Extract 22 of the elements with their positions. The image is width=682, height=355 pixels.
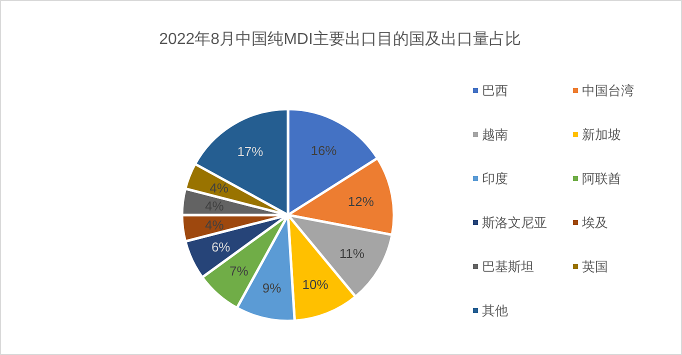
data-label: 6% xyxy=(211,240,231,255)
legend-label: 中国台湾 xyxy=(582,83,634,98)
data-label: 10% xyxy=(302,276,329,292)
data-label: 16% xyxy=(310,142,338,158)
legend-label: 斯洛文尼亚 xyxy=(482,215,547,230)
data-label: 17% xyxy=(237,144,264,160)
legend-label: 埃及 xyxy=(581,215,608,230)
legend-label: 其他 xyxy=(482,303,508,318)
legend-label: 英国 xyxy=(582,259,608,274)
data-label: 9% xyxy=(262,280,282,296)
data-label: 4% xyxy=(210,180,229,196)
data-label: 12% xyxy=(348,194,374,210)
data-label: 11% xyxy=(339,246,365,261)
legend-label: 越南 xyxy=(482,127,508,142)
legend-label: 阿联酋 xyxy=(582,171,621,186)
legend-label: 巴西 xyxy=(482,83,508,98)
legend-label: 新加坡 xyxy=(582,127,621,142)
data-label: 4% xyxy=(204,217,224,232)
data-label: 7% xyxy=(230,264,249,279)
chart-title: 2022年8月中国纯MDI主要出口目的国及出口量占比 xyxy=(159,30,521,48)
legend-label: 巴基斯坦 xyxy=(482,259,534,274)
legend-label: 印度 xyxy=(482,171,508,186)
